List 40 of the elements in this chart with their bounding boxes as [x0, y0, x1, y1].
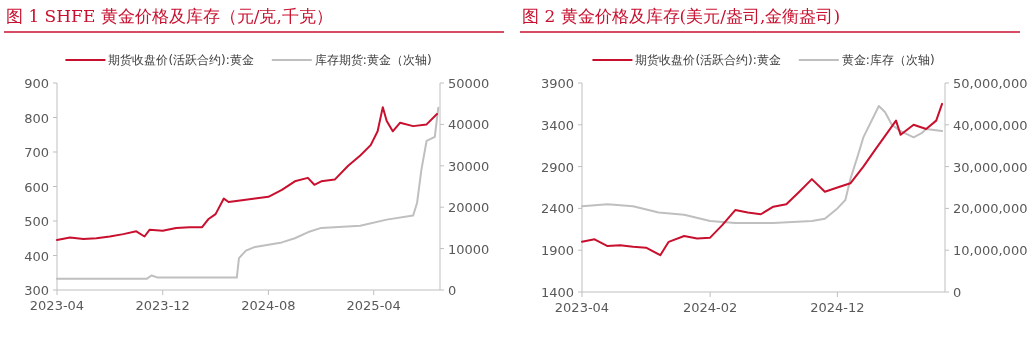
y-tick-label: 700 — [24, 145, 49, 160]
x-tick-label: 2024-12 — [810, 300, 865, 315]
legend-label: 期货收盘价(活跃合约):黄金 — [108, 53, 254, 67]
y2-tick-label: 0 — [953, 285, 962, 300]
legend-label: 库存期货:黄金（次轴) — [314, 53, 432, 67]
y2-tick-label: 50000 — [448, 76, 490, 91]
y2-tick-label: 50,000,000 — [953, 76, 1028, 91]
y-tick-label: 3400 — [540, 117, 574, 133]
y2-tick-label: 10,000,000 — [953, 243, 1028, 259]
x-tick-label: 2023-04 — [29, 298, 85, 313]
y-tick-label: 300 — [24, 283, 49, 298]
x-tick-label: 2024-08 — [241, 298, 296, 313]
y2-tick-label: 20000 — [448, 200, 490, 216]
x-tick-label: 2023-04 — [554, 300, 610, 315]
x-tick-label: 2024-02 — [682, 300, 738, 315]
y-tick-label: 2400 — [540, 201, 574, 217]
y2-tick-label: 10000 — [448, 241, 490, 257]
chart-title: 图 1 SHFE 黄金价格及库存（元/克,千克） — [6, 6, 333, 26]
y2-tick-label: 0 — [448, 283, 457, 298]
y-tick-label: 1400 — [540, 285, 574, 300]
legend-label: 期货收盘价(活跃合约):黄金 — [635, 53, 781, 67]
y-tick-label: 500 — [24, 214, 49, 229]
legend-label: 黄金:库存（次轴) — [841, 53, 935, 67]
y-tick-label: 400 — [24, 248, 49, 264]
y-tick-label: 2900 — [540, 159, 574, 175]
chart-title: 图 2 黄金价格及库存(美元/盎司,金衡盎司) — [522, 6, 841, 26]
y-tick-label: 3900 — [540, 76, 574, 91]
y2-tick-label: 40000 — [448, 117, 490, 133]
line-series — [581, 102, 944, 257]
y2-tick-label: 40,000,000 — [953, 117, 1028, 133]
x-tick-label: 2025-04 — [346, 298, 401, 313]
y-tick-label: 600 — [24, 179, 49, 195]
y2-tick-label: 20,000,000 — [953, 201, 1028, 217]
line-series — [56, 106, 438, 241]
y-tick-label: 800 — [24, 110, 49, 126]
y-tick-label: 1900 — [540, 243, 574, 259]
y2-tick-label: 30000 — [448, 158, 490, 174]
y2-tick-label: 30,000,000 — [953, 159, 1028, 175]
y-tick-label: 900 — [24, 76, 49, 91]
x-tick-label: 2023-12 — [135, 298, 190, 313]
